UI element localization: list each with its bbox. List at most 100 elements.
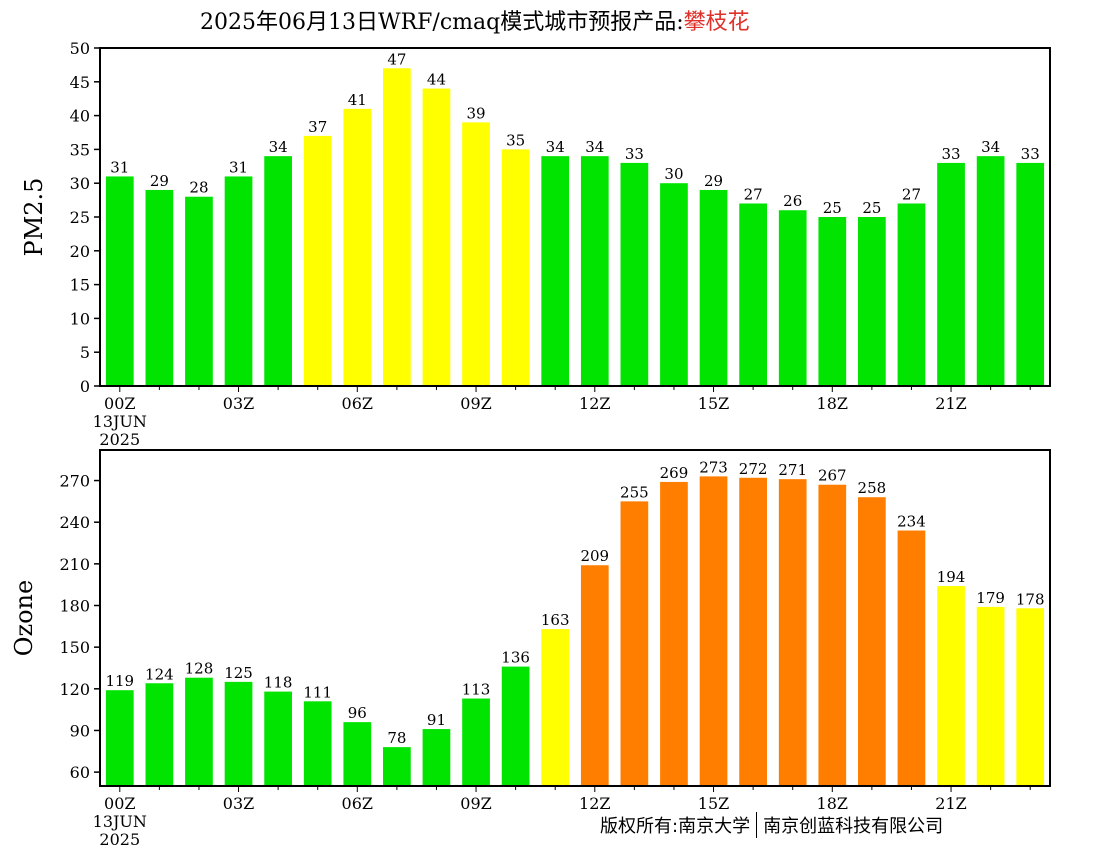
copyright-right: 南京创蓝科技有限公司 bbox=[763, 816, 944, 837]
pm25-bar bbox=[660, 183, 688, 386]
ozone-bar bbox=[343, 722, 372, 786]
ozone-bar-value-label: 128 bbox=[185, 660, 214, 678]
ozone-bar bbox=[185, 677, 213, 786]
pm25-bar-value-label: 41 bbox=[348, 91, 367, 109]
ozone-bar bbox=[145, 683, 174, 786]
ozone-x-tick-label: 2025 bbox=[99, 830, 140, 849]
pm25-y-tick-label: 50 bbox=[70, 39, 90, 58]
pm25-bar bbox=[778, 210, 807, 386]
copyright-notice: 版权所有:南京大学 南京创蓝科技有限公司 bbox=[600, 812, 943, 838]
pm25-bar-value-label: 34 bbox=[981, 138, 1000, 156]
ozone-bar-value-label: 178 bbox=[1016, 590, 1045, 608]
ozone-bar-value-label: 125 bbox=[224, 664, 253, 682]
pm25-bar-value-label: 33 bbox=[625, 145, 644, 163]
pm25-bar-value-label: 29 bbox=[150, 172, 169, 190]
pm25-bar bbox=[105, 176, 134, 386]
pm25-bar-value-label: 33 bbox=[941, 145, 960, 163]
ozone-x-tick-label: 18Z bbox=[817, 794, 848, 813]
copyright-divider bbox=[756, 812, 758, 838]
copyright-left: 版权所有:南京大学 bbox=[600, 816, 751, 837]
pm25-y-tick-label: 25 bbox=[70, 208, 90, 227]
ozone-x-tick-label: 03Z bbox=[223, 794, 254, 813]
pm25-y-axis-title: PM2.5 bbox=[20, 178, 48, 257]
ozone-x-tick-label: 00Z bbox=[104, 794, 135, 813]
ozone-y-tick-label: 210 bbox=[59, 555, 90, 574]
pm25-bar bbox=[620, 162, 649, 386]
pm25-bar-value-label: 26 bbox=[783, 192, 802, 210]
pm25-x-tick-label: 09Z bbox=[460, 394, 491, 413]
ozone-bar bbox=[541, 629, 570, 786]
ozone-bar-value-label: 258 bbox=[858, 479, 887, 497]
pm25-y-tick-label: 30 bbox=[70, 174, 90, 193]
pm25-x-tick-label: 21Z bbox=[935, 394, 966, 413]
pm25-bar bbox=[501, 149, 530, 386]
pm25-bar-value-label: 29 bbox=[704, 172, 723, 190]
pm25-bar-value-label: 34 bbox=[585, 138, 604, 156]
pm25-chart: 31 29 28 31 34 37 41 47 44 39 35 34 34 33 30 29 27 26 25 25… bbox=[20, 39, 1051, 449]
ozone-bar bbox=[462, 698, 490, 786]
ozone-x-tick-label: 12Z bbox=[579, 794, 610, 813]
ozone-bar-value-label: 111 bbox=[303, 683, 332, 701]
pm25-bar bbox=[897, 203, 926, 386]
pm25-bar bbox=[462, 122, 490, 387]
ozone-bar bbox=[778, 479, 807, 786]
pm25-bar-value-label: 47 bbox=[387, 50, 406, 68]
ozone-x-tick-label: 09Z bbox=[460, 794, 491, 813]
ozone-bar-value-label: 91 bbox=[427, 711, 446, 729]
ozone-bar-value-label: 209 bbox=[580, 547, 609, 565]
ozone-bar bbox=[303, 701, 332, 786]
ozone-bar bbox=[660, 481, 688, 786]
pm25-x-tick-label: 15Z bbox=[698, 394, 729, 413]
ozone-bar-value-label: 124 bbox=[145, 665, 174, 683]
pm25-x-tick-label: 2025 bbox=[99, 430, 140, 449]
pm25-y-tick-label: 35 bbox=[70, 140, 90, 159]
ozone-y-tick-label: 90 bbox=[70, 721, 90, 740]
pm25-bar bbox=[185, 196, 213, 386]
pm25-bar-value-label: 25 bbox=[823, 199, 842, 217]
ozone-bar bbox=[858, 497, 886, 786]
ozone-bar-value-label: 269 bbox=[660, 464, 689, 482]
ozone-bar bbox=[937, 586, 965, 786]
pm25-y-tick-label: 0 bbox=[80, 377, 90, 396]
pm25-bar-value-label: 34 bbox=[269, 138, 288, 156]
pm25-bar-value-label: 33 bbox=[1021, 145, 1040, 163]
ozone-y-tick-label: 60 bbox=[70, 763, 90, 782]
pm25-bar-value-label: 34 bbox=[546, 138, 565, 156]
ozone-x-tick-label: 15Z bbox=[698, 794, 729, 813]
ozone-bar-value-label: 96 bbox=[348, 704, 367, 722]
ozone-x-tick-label: 06Z bbox=[342, 794, 373, 813]
pm25-bar-value-label: 31 bbox=[229, 158, 248, 176]
pm25-bar bbox=[1016, 162, 1045, 386]
pm25-x-tick-label: 03Z bbox=[223, 394, 254, 413]
pm25-x-tick-label: 13JUN bbox=[93, 412, 147, 431]
ozone-bar bbox=[1016, 608, 1045, 786]
ozone-bar bbox=[501, 666, 530, 786]
pm25-bar bbox=[858, 217, 886, 386]
pm25-bar bbox=[383, 68, 411, 386]
title-city: 攀枝花 bbox=[683, 10, 750, 35]
ozone-bar-value-label: 194 bbox=[937, 568, 966, 586]
pm25-x-tick-label: 06Z bbox=[342, 394, 373, 413]
ozone-bar-value-label: 267 bbox=[818, 467, 847, 485]
ozone-bar-value-label: 179 bbox=[976, 589, 1005, 607]
pm25-y-tick-label: 5 bbox=[80, 343, 90, 362]
ozone-plot-frame bbox=[99, 449, 1051, 787]
pm25-y-tick-label: 20 bbox=[70, 242, 90, 261]
pm25-bar bbox=[422, 88, 451, 386]
ozone-bar bbox=[105, 690, 134, 786]
pm25-bar bbox=[264, 156, 292, 386]
ozone-bar-value-label: 272 bbox=[739, 460, 768, 478]
ozone-bar bbox=[818, 484, 847, 786]
pm25-x-tick-label: 18Z bbox=[817, 394, 848, 413]
ozone-bar bbox=[264, 691, 292, 786]
ozone-x-tick-label: 21Z bbox=[935, 794, 966, 813]
pm25-bar-value-label: 25 bbox=[862, 199, 881, 217]
pm25-x-tick-label: 00Z bbox=[104, 394, 135, 413]
ozone-y-tick-label: 120 bbox=[59, 680, 90, 699]
ozone-bar bbox=[976, 606, 1005, 786]
ozone-bar bbox=[739, 477, 767, 786]
ozone-bar-value-label: 119 bbox=[105, 672, 134, 690]
ozone-bar-value-label: 113 bbox=[462, 681, 491, 699]
ozone-bar-value-label: 273 bbox=[699, 458, 728, 476]
